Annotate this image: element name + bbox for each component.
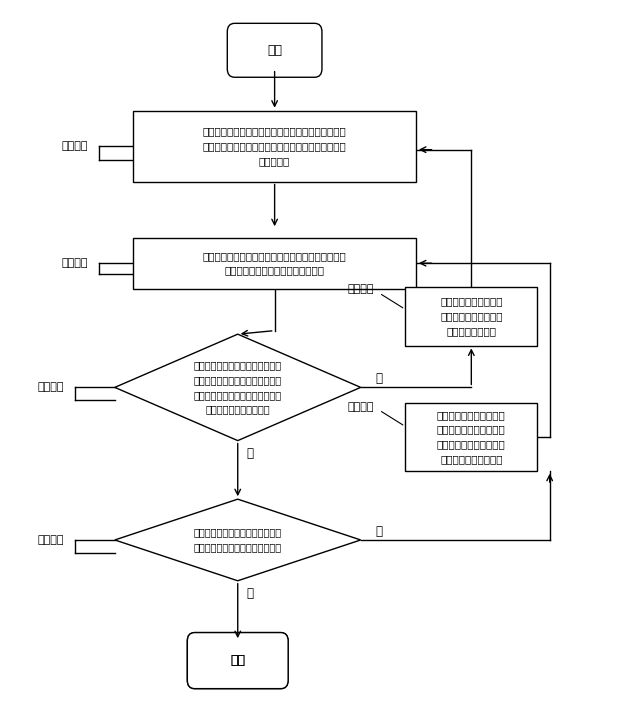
FancyBboxPatch shape [188, 633, 288, 689]
FancyBboxPatch shape [405, 404, 538, 471]
FancyBboxPatch shape [133, 238, 416, 289]
Text: 否: 否 [376, 373, 383, 386]
Text: 结束: 结束 [231, 654, 245, 667]
Text: 步骤三六: 步骤三六 [348, 402, 374, 412]
Text: 步骤三五: 步骤三五 [348, 284, 374, 294]
Text: 步骤三四: 步骤三四 [37, 535, 64, 545]
FancyBboxPatch shape [227, 23, 322, 78]
Text: 结束: 结束 [231, 654, 245, 667]
Text: 控制台判断步骤三二中确定的待导
引的从星的当前位置与该从星的当
前运动目标点间的距离是否小于预
先设定的系统允许偏差值: 控制台判断步骤三二中确定的待导 引的从星的当前位置与该从星的当 前运动目标点间的… [194, 360, 282, 414]
Text: 控制台计算并获得待导引的从星的当前时刻的位置与
该从星的当前运动目标点间的距离；: 控制台计算并获得待导引的从星的当前时刻的位置与 该从星的当前运动目标点间的距离； [202, 251, 346, 276]
Text: 根据带引导从星的运动轨迹，控制
台判断该从星的飞行任务是否完成: 根据带引导从星的运动轨迹，控制 台判断该从星的飞行任务是否完成 [194, 528, 282, 552]
FancyBboxPatch shape [405, 287, 538, 345]
Text: 步骤三三: 步骤三三 [37, 383, 64, 392]
FancyBboxPatch shape [133, 111, 416, 182]
Text: 步骤三二: 步骤三二 [62, 258, 88, 269]
FancyBboxPatch shape [188, 633, 288, 689]
Text: 控制台根据待导引的从星的运动轨迹以及当前时刻待
导引的从星的位置数据，确定待导引的从星的当前运
动目标点；: 控制台根据待导引的从星的运动轨迹以及当前时刻待 导引的从星的位置数据，确定待导引… [202, 126, 346, 166]
Polygon shape [115, 499, 361, 581]
Text: 否: 否 [376, 525, 383, 538]
Text: 开始: 开始 [267, 44, 282, 57]
Text: 确定待导引的从星的下一
运动目标点，并将所述的
下一运动目标点定义为该
从星的当前运动目标点: 确定待导引的从星的下一 运动目标点，并将所述的 下一运动目标点定义为该 从星的当… [437, 410, 506, 465]
Text: 是: 是 [247, 587, 254, 600]
Text: 调整待导引的从星的运
动方向，使该从星向当
前运动目标点飞行: 调整待导引的从星的运 动方向，使该从星向当 前运动目标点飞行 [440, 297, 503, 336]
Text: 是: 是 [247, 447, 254, 460]
Text: 步骤三一: 步骤三一 [62, 141, 88, 151]
Polygon shape [115, 334, 361, 441]
